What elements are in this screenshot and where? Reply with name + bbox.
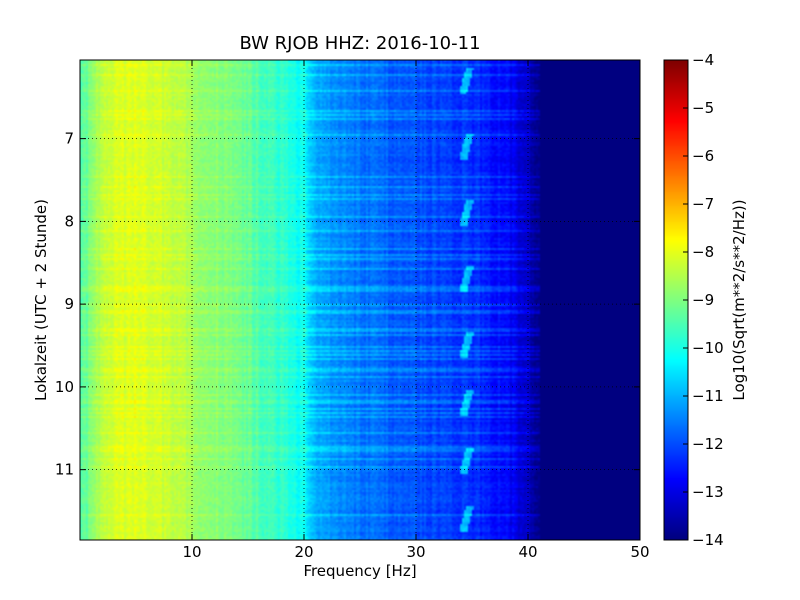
- y-tick-label: 10: [55, 378, 74, 396]
- colorbar-tick-label: −4: [692, 51, 714, 69]
- colorbar-tick-label: −12: [692, 435, 724, 453]
- grid-lines: [80, 60, 640, 540]
- y-axis-ticks: 7 8 9 10 11: [55, 130, 640, 479]
- colorbar: −4 −5 −6 −7 −8 −9 −10 −11 −12 −13 −14: [663, 51, 724, 549]
- colorbar-tick-label: −11: [692, 387, 724, 405]
- colorbar-tick-label: −10: [692, 339, 724, 357]
- x-axis-label: Frequency [Hz]: [303, 562, 416, 580]
- spectrogram-plot-area: 10 20 30 40 50 7 8 9 10 11: [55, 59, 650, 561]
- colorbar-tick-label: −6: [692, 147, 714, 165]
- x-tick-label: 50: [630, 543, 649, 561]
- y-tick-label: 8: [64, 212, 74, 230]
- x-tick-label: 40: [518, 543, 537, 561]
- x-tick-label: 20: [294, 543, 313, 561]
- colorbar-tick-label: −14: [692, 531, 724, 549]
- colorbar-tick-label: −8: [692, 243, 714, 261]
- chart-title: BW RJOB HHZ: 2016-10-11: [239, 33, 480, 54]
- x-tick-label: 30: [406, 543, 425, 561]
- y-axis-label: Lokalzeit (UTC + 2 Stunde): [32, 199, 50, 401]
- colorbar-tick-label: −7: [692, 195, 714, 213]
- colorbar-tick-label: −9: [692, 291, 714, 309]
- colorbar-tick-label: −5: [692, 99, 714, 117]
- x-axis-ticks: 10 20 30 40 50: [182, 60, 650, 561]
- y-tick-label: 11: [55, 461, 74, 479]
- colorbar-ticks: −4 −5 −6 −7 −8 −9 −10 −11 −12 −13 −14: [683, 51, 724, 549]
- plot-frame: [79, 59, 641, 541]
- spectrogram-heatmap: [80, 60, 640, 540]
- y-tick-label: 7: [64, 130, 74, 148]
- colorbar-tick-label: −13: [692, 483, 724, 501]
- colorbar-label: Log10(Sqrt(m**2/s**2/Hz)): [730, 199, 748, 400]
- y-tick-label: 9: [64, 295, 74, 313]
- x-tick-label: 10: [182, 543, 201, 561]
